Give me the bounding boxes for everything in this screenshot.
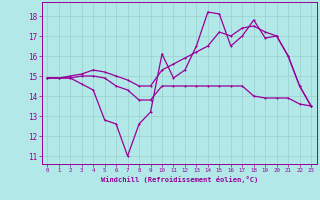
X-axis label: Windchill (Refroidissement éolien,°C): Windchill (Refroidissement éolien,°C) bbox=[100, 176, 258, 183]
